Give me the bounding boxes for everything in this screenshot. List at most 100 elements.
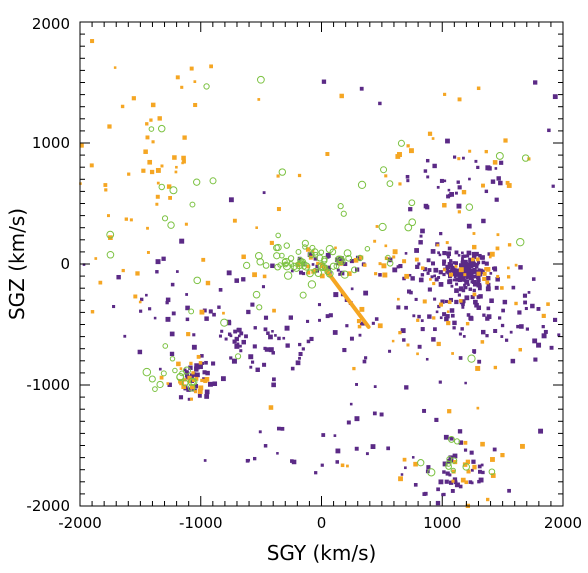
data-point [467,283,470,287]
data-point [191,344,197,350]
data-point [245,458,250,463]
data-point [495,277,500,282]
data-point [464,480,469,485]
data-point [452,477,458,482]
data-point [509,330,513,334]
data-point [465,261,468,265]
data-point [355,255,361,261]
data-point [433,297,437,301]
data-point [193,276,202,285]
data-point [190,384,195,390]
data-point [468,257,473,263]
data-point [311,263,315,266]
data-point [185,305,190,311]
data-point [241,277,246,282]
data-point [533,80,538,85]
x-tick-label: 1000 [423,514,461,532]
data-point [484,189,489,194]
data-point [439,231,443,236]
data-point [518,265,523,270]
data-point [261,285,266,289]
data-point [447,279,453,285]
data-point [231,358,237,364]
data-point [474,251,479,257]
data-point [451,352,454,355]
data-point [454,191,458,195]
data-point [202,370,207,375]
data-point [458,356,463,360]
data-point [486,497,490,502]
data-point [352,366,356,371]
data-point [475,365,481,371]
data-point [325,252,331,258]
data-point [478,268,483,274]
data-point [404,385,409,390]
data-point [480,340,485,344]
data-point [461,277,465,282]
data-point [194,366,197,369]
data-point [454,269,459,274]
data-point [359,86,364,91]
data-point [340,463,345,468]
data-point [228,197,234,203]
data-point [386,180,394,188]
data-point [445,463,452,470]
data-point [479,284,482,288]
data-point [495,152,504,160]
data-point [446,310,450,313]
data-point [274,243,282,252]
data-point [374,272,378,276]
data-point [106,214,110,218]
data-point [525,327,529,331]
data-point [241,254,246,260]
data-point [417,262,421,266]
data-point [439,316,443,320]
data-point [202,308,207,313]
data-point [237,327,242,333]
data-point [481,218,486,224]
data-point [232,218,237,223]
data-point [131,96,136,101]
data-point [181,161,184,165]
data-point [287,255,295,262]
data-point [408,148,414,154]
data-point [458,286,464,292]
data-point [153,316,157,320]
data-point [187,397,191,401]
data-point [397,297,400,301]
data-point [271,330,274,333]
data-point [413,483,418,487]
data-point [275,232,281,239]
x-tick-label: -2000 [58,514,102,532]
data-point [276,174,280,178]
data-point [493,266,497,270]
data-point [190,376,194,380]
data-point [360,321,365,326]
data-point [463,440,468,445]
data-point [445,460,452,467]
data-point [472,244,477,250]
data-point [454,299,459,305]
data-point [354,446,359,451]
data-point [517,310,522,315]
data-point [337,203,344,210]
data-point [531,277,536,281]
data-point [496,233,500,237]
data-point [205,370,210,376]
data-point [201,257,206,262]
data-point [345,324,349,328]
data-point [198,361,203,365]
data-point [546,302,550,306]
data-point [416,318,420,322]
data-point [466,254,470,258]
data-point [250,302,255,307]
data-point [488,468,496,476]
data-point [168,195,173,200]
data-point [257,98,261,101]
data-point [418,277,424,283]
data-point [438,270,443,275]
data-point [318,318,321,322]
data-point [227,332,232,336]
data-point [552,94,558,100]
data-point [468,287,472,291]
